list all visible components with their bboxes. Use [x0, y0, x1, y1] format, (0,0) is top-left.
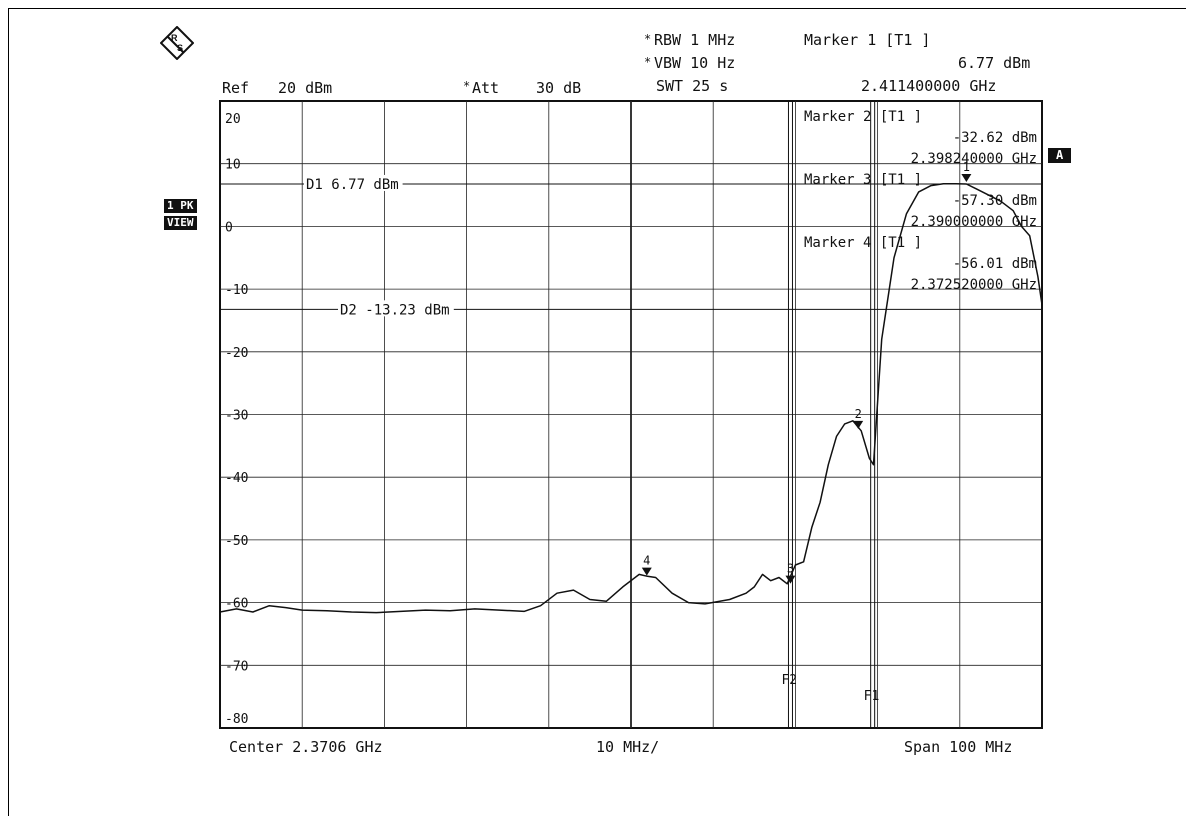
display-line-label: D1 6.77 dBm — [306, 177, 399, 193]
page-frame — [8, 8, 1186, 816]
center-frequency: Center 2.3706 GHz — [229, 738, 383, 756]
marker1-level: 6.77 dBm — [958, 54, 1031, 72]
rbw-value: RBW 1 MHz — [654, 31, 736, 49]
marker1-frequency: 2.411400000 GHz — [861, 77, 997, 95]
trace-a-label: A — [1048, 148, 1072, 164]
marker-triangle — [641, 567, 652, 576]
y-tick-label: 10 — [225, 158, 241, 173]
marker-table-level: -32.62 dBm — [953, 130, 1037, 146]
frequency-division: 10 MHz/ — [596, 738, 660, 756]
marker-table-level: -56.01 dBm — [953, 256, 1037, 272]
vbw-value: VBW 10 Hz — [654, 54, 736, 72]
y-tick-label: -20 — [225, 346, 248, 361]
display-line-label-bg — [338, 300, 454, 317]
y-tick-label: -10 — [225, 283, 248, 298]
svg-text:S: S — [177, 43, 183, 53]
marker-label: 4 — [643, 554, 650, 568]
display-line-label-bg — [304, 174, 403, 191]
marker1-title: Marker 1 [T1 ] — [804, 31, 931, 49]
att-label: Att — [472, 79, 500, 97]
sweep-time: SWT 25 s — [656, 77, 729, 95]
y-tick-label: -50 — [225, 534, 248, 549]
vbw-star: * — [644, 55, 652, 69]
marker-triangle — [853, 420, 864, 429]
marker-label: 2 — [855, 407, 862, 421]
ref-label: Ref — [222, 79, 250, 97]
y-tick-label: 0 — [225, 220, 233, 235]
marker-table-title: Marker 3 [T1 ] — [804, 172, 922, 188]
marker-table-frequency: 2.390000000 GHz — [911, 214, 1037, 230]
y-tick-label: -60 — [225, 597, 248, 612]
y-tick-label: 20 — [225, 112, 241, 127]
y-tick-label: -30 — [225, 409, 248, 424]
marker-table-title: Marker 2 [T1 ] — [804, 109, 922, 125]
y-tick-label: -40 — [225, 471, 248, 486]
att-value: 30 dB — [536, 79, 582, 97]
trace-mode-label: 1 PK — [164, 199, 197, 214]
marker-triangle — [961, 173, 972, 182]
ref-value: 20 dBm — [278, 79, 333, 97]
marker-table-level: -57.30 dBm — [953, 193, 1037, 209]
rbw-star: * — [644, 32, 652, 46]
view-label: VIEW — [164, 216, 197, 231]
y-tick-label: -80 — [225, 712, 248, 727]
marker-label: 3 — [787, 562, 794, 576]
frequency-span: Span 100 MHz — [904, 738, 1013, 756]
marker-triangle — [785, 575, 796, 584]
marker-table-frequency: 2.372520000 GHz — [911, 277, 1037, 293]
marker-table-title: Marker 4 [T1 ] — [804, 235, 922, 251]
att-star: * — [463, 79, 471, 93]
frequency-line-label: F1 — [864, 689, 880, 704]
frequency-line-label: F2 — [781, 673, 797, 688]
marker-table-frequency: 2.398240000 GHz — [911, 151, 1037, 167]
trace-line — [219, 183, 1043, 614]
display-line-label: D2 -13.23 dBm — [340, 302, 450, 318]
rohde-schwarz-logo-icon: R S — [160, 26, 194, 60]
y-tick-label: -70 — [225, 659, 248, 674]
svg-text:R: R — [171, 33, 178, 43]
marker-label: 1 — [963, 160, 970, 174]
